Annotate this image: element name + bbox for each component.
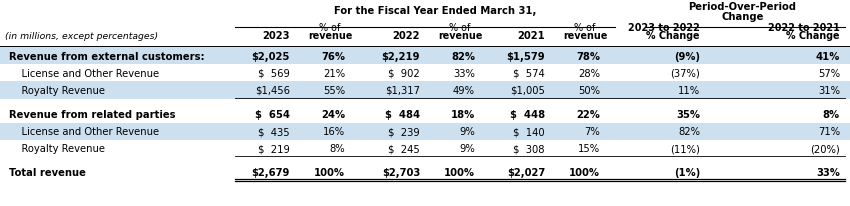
Text: 11%: 11% bbox=[677, 85, 700, 95]
Text: 33%: 33% bbox=[453, 68, 475, 78]
Text: 31%: 31% bbox=[818, 85, 840, 95]
Text: $  902: $ 902 bbox=[388, 68, 420, 78]
Text: $  140: $ 140 bbox=[513, 126, 545, 137]
Text: 55%: 55% bbox=[323, 85, 345, 95]
Text: $  569: $ 569 bbox=[258, 68, 290, 78]
Text: % of: % of bbox=[320, 23, 341, 33]
Text: revenue: revenue bbox=[563, 31, 607, 41]
Text: % of: % of bbox=[575, 23, 596, 33]
Text: 49%: 49% bbox=[453, 85, 475, 95]
Text: 50%: 50% bbox=[578, 85, 600, 95]
Text: % of: % of bbox=[450, 23, 471, 33]
Text: 28%: 28% bbox=[578, 68, 600, 78]
Text: Royalty Revenue: Royalty Revenue bbox=[9, 144, 105, 154]
Text: 21%: 21% bbox=[323, 68, 345, 78]
Text: 16%: 16% bbox=[323, 126, 345, 137]
Text: $2,703: $2,703 bbox=[382, 167, 420, 178]
Text: 2023 to 2022: 2023 to 2022 bbox=[628, 23, 700, 33]
Text: (20%): (20%) bbox=[810, 144, 840, 154]
Text: 22%: 22% bbox=[576, 109, 600, 119]
Text: Royalty Revenue: Royalty Revenue bbox=[9, 85, 105, 95]
Text: (1%): (1%) bbox=[674, 167, 700, 178]
Text: $  484: $ 484 bbox=[385, 109, 420, 119]
Text: $  574: $ 574 bbox=[513, 68, 545, 78]
Text: License and Other Revenue: License and Other Revenue bbox=[9, 68, 159, 78]
Text: $  654: $ 654 bbox=[255, 109, 290, 119]
Text: 100%: 100% bbox=[314, 167, 345, 178]
Text: revenue: revenue bbox=[308, 31, 352, 41]
Bar bbox=[0, 48, 850, 65]
Text: $1,317: $1,317 bbox=[385, 85, 420, 95]
Text: $2,027: $2,027 bbox=[507, 167, 545, 178]
Text: 41%: 41% bbox=[816, 51, 840, 61]
Text: $  435: $ 435 bbox=[258, 126, 290, 137]
Text: (37%): (37%) bbox=[671, 68, 700, 78]
Text: $2,025: $2,025 bbox=[252, 51, 290, 61]
Text: (9%): (9%) bbox=[674, 51, 700, 61]
Text: 8%: 8% bbox=[329, 144, 345, 154]
Text: 71%: 71% bbox=[818, 126, 840, 137]
Text: $1,456: $1,456 bbox=[255, 85, 290, 95]
Text: 82%: 82% bbox=[451, 51, 475, 61]
Text: 78%: 78% bbox=[576, 51, 600, 61]
Text: $  245: $ 245 bbox=[388, 144, 420, 154]
Text: revenue: revenue bbox=[438, 31, 482, 41]
Text: 9%: 9% bbox=[459, 126, 475, 137]
Bar bbox=[0, 82, 850, 99]
Text: 76%: 76% bbox=[321, 51, 345, 61]
Text: 18%: 18% bbox=[450, 109, 475, 119]
Text: % Change: % Change bbox=[786, 31, 840, 41]
Text: $1,005: $1,005 bbox=[510, 85, 545, 95]
Text: 100%: 100% bbox=[444, 167, 475, 178]
Text: 2022 to 2021: 2022 to 2021 bbox=[768, 23, 840, 33]
Text: Revenue from related parties: Revenue from related parties bbox=[9, 109, 175, 119]
Text: $  308: $ 308 bbox=[513, 144, 545, 154]
Bar bbox=[0, 123, 850, 140]
Text: 33%: 33% bbox=[816, 167, 840, 178]
Text: Total revenue: Total revenue bbox=[9, 167, 86, 178]
Text: $2,679: $2,679 bbox=[252, 167, 290, 178]
Text: 100%: 100% bbox=[569, 167, 600, 178]
Text: For the Fiscal Year Ended March 31,: For the Fiscal Year Ended March 31, bbox=[334, 6, 536, 15]
Text: License and Other Revenue: License and Other Revenue bbox=[9, 126, 159, 137]
Text: 2022: 2022 bbox=[393, 31, 420, 41]
Text: $  239: $ 239 bbox=[388, 126, 420, 137]
Text: $1,579: $1,579 bbox=[507, 51, 545, 61]
Text: Period-Over-Period: Period-Over-Period bbox=[688, 2, 796, 12]
Text: $2,219: $2,219 bbox=[382, 51, 420, 61]
Text: $  448: $ 448 bbox=[510, 109, 545, 119]
Text: 2023: 2023 bbox=[263, 31, 290, 41]
Text: 8%: 8% bbox=[823, 109, 840, 119]
Text: 9%: 9% bbox=[459, 144, 475, 154]
Text: Revenue from external customers:: Revenue from external customers: bbox=[9, 51, 205, 61]
Text: 7%: 7% bbox=[584, 126, 600, 137]
Text: 15%: 15% bbox=[578, 144, 600, 154]
Text: 57%: 57% bbox=[818, 68, 840, 78]
Text: (11%): (11%) bbox=[670, 144, 700, 154]
Text: 35%: 35% bbox=[676, 109, 700, 119]
Text: $  219: $ 219 bbox=[258, 144, 290, 154]
Text: 82%: 82% bbox=[678, 126, 700, 137]
Text: 2021: 2021 bbox=[518, 31, 545, 41]
Text: Change: Change bbox=[722, 12, 763, 21]
Text: % Change: % Change bbox=[647, 31, 700, 41]
Text: (in millions, except percentages): (in millions, except percentages) bbox=[5, 32, 158, 41]
Text: 24%: 24% bbox=[320, 109, 345, 119]
